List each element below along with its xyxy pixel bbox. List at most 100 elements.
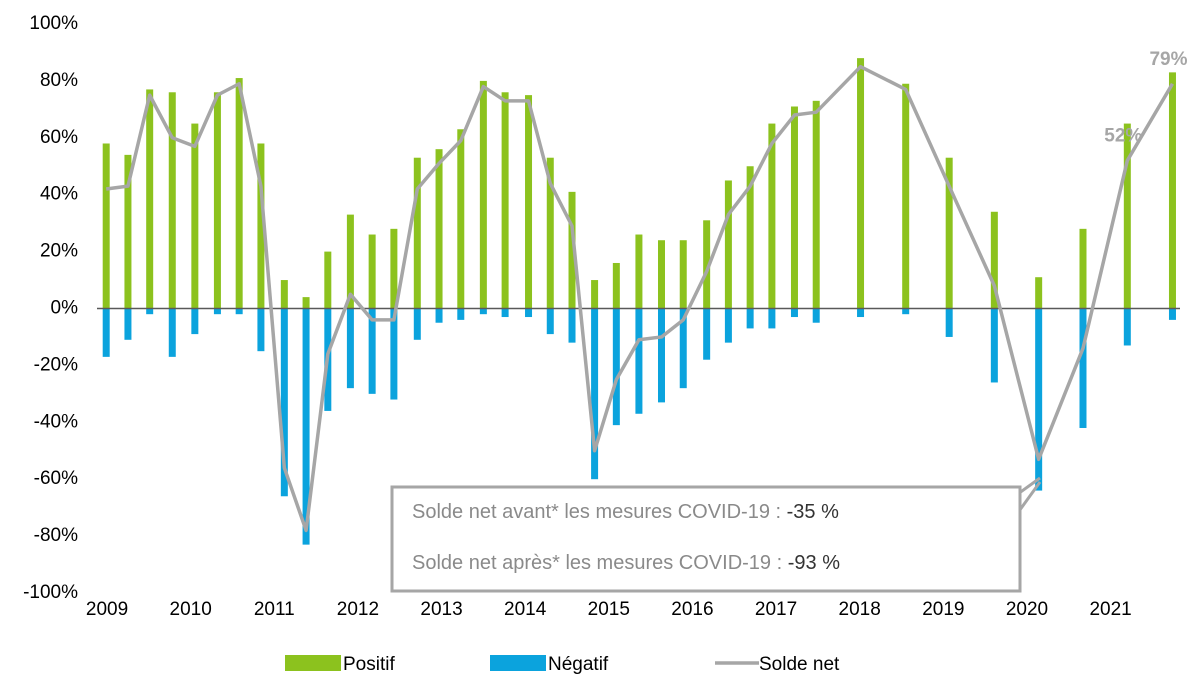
bar <box>812 100 820 309</box>
bar <box>302 297 310 309</box>
bar <box>457 129 465 309</box>
data-label: 79% <box>1149 49 1187 70</box>
bar <box>280 280 288 309</box>
bar <box>457 308 465 320</box>
y-tick-label: 80% <box>40 70 78 91</box>
x-tick-label: 2011 <box>254 599 295 620</box>
bar <box>657 240 665 309</box>
bar <box>902 308 910 315</box>
bar <box>657 308 665 403</box>
bar <box>479 80 487 309</box>
bar <box>346 308 354 389</box>
x-tick-label: 2014 <box>504 599 547 620</box>
bar <box>746 166 754 309</box>
bar <box>146 308 154 315</box>
bar <box>703 308 711 360</box>
bar <box>990 211 998 309</box>
x-tick-label: 2015 <box>588 599 630 620</box>
bar <box>857 308 865 318</box>
bar <box>257 308 265 352</box>
y-tick-label: 40% <box>40 184 78 205</box>
bar <box>679 240 687 309</box>
x-tick-label: 2016 <box>671 599 713 620</box>
annotation-label: Solde net avant* les mesures COVID-19 : <box>412 501 781 523</box>
x-tick-label: 2017 <box>755 599 797 620</box>
bar <box>213 308 221 315</box>
bar <box>703 220 711 309</box>
bar <box>812 308 820 323</box>
bar <box>390 228 398 309</box>
y-tick-label: 60% <box>40 127 78 148</box>
y-tick-label: -80% <box>34 525 78 546</box>
y-tick-label: 0% <box>51 298 79 319</box>
bar <box>768 123 776 309</box>
bar <box>368 234 376 309</box>
x-tick-label: 2020 <box>1006 599 1048 620</box>
bar <box>435 308 443 323</box>
bar <box>790 308 798 318</box>
bar <box>1035 308 1043 491</box>
y-tick-label: 100% <box>29 13 78 34</box>
annotation-frame <box>390 485 1022 593</box>
legend-label: Négatif <box>548 654 609 675</box>
x-tick-label: 2021 <box>1089 599 1131 620</box>
legend-label: Positif <box>343 654 395 675</box>
bar <box>102 143 110 309</box>
bar <box>479 308 487 315</box>
bar <box>1079 228 1087 309</box>
bar <box>1079 308 1087 428</box>
bar <box>902 83 910 309</box>
bar <box>168 92 176 309</box>
bar <box>945 157 953 309</box>
bar <box>435 149 443 309</box>
annotation-value: -93 % <box>788 552 840 574</box>
bar <box>746 308 754 329</box>
x-tick-label: 2009 <box>86 599 128 620</box>
legend-label: Solde net <box>759 654 840 675</box>
bar <box>501 308 509 318</box>
plot-area: -100% -80% -60% -40% -20% 0% 20% 40% 60% 80% 100% 2… <box>23 13 1188 675</box>
bar <box>591 308 599 480</box>
legend-swatch <box>490 655 546 671</box>
bar <box>191 123 199 309</box>
bar <box>257 143 265 309</box>
bar <box>546 157 554 309</box>
bar <box>280 308 288 497</box>
y-tick-label: -60% <box>34 468 78 489</box>
bar <box>124 154 132 309</box>
bar <box>235 308 243 315</box>
bar <box>146 89 154 309</box>
bar <box>635 308 643 414</box>
bar <box>1168 72 1176 309</box>
bar <box>635 234 643 309</box>
bar <box>168 308 176 357</box>
bar <box>302 308 310 545</box>
bar <box>324 251 332 309</box>
annotation-box: Solde net avant* les mesures COVID-19 : … <box>390 476 1042 593</box>
bar <box>390 308 398 400</box>
bar <box>724 180 732 309</box>
annotation-text: Solde net après* les mesures COVID-19 : … <box>412 552 840 574</box>
bar <box>501 92 509 309</box>
bar <box>235 78 243 309</box>
data-label: 52% <box>1104 126 1142 147</box>
bar <box>612 308 620 426</box>
bar <box>857 58 865 309</box>
x-tick-label: 2018 <box>839 599 881 620</box>
bar <box>102 308 110 357</box>
y-tick-label: 20% <box>40 241 78 262</box>
x-tick-label: 2012 <box>337 599 379 620</box>
bar <box>790 106 798 309</box>
bar <box>1035 277 1043 309</box>
legend-swatch <box>285 655 341 671</box>
annotation-text: Solde net avant* les mesures COVID-19 : … <box>412 501 839 523</box>
bar <box>945 308 953 337</box>
bar <box>612 262 620 309</box>
bar <box>724 308 732 343</box>
bar <box>1168 308 1176 320</box>
bar <box>525 308 533 318</box>
bar <box>568 308 576 343</box>
bar <box>546 308 554 335</box>
y-tick-label: -20% <box>34 354 78 375</box>
line <box>105 64 1174 533</box>
